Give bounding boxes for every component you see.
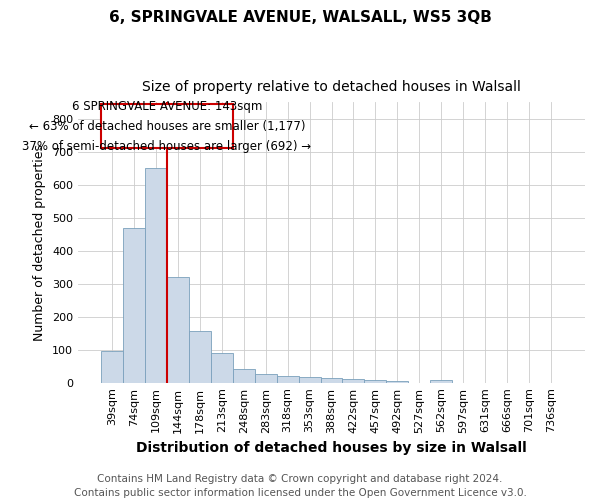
X-axis label: Distribution of detached houses by size in Walsall: Distribution of detached houses by size … <box>136 441 527 455</box>
Bar <box>101 104 233 148</box>
Bar <box>277 376 299 382</box>
Bar <box>386 381 409 382</box>
Bar <box>123 228 145 382</box>
Bar <box>299 377 320 382</box>
Bar <box>364 380 386 382</box>
Text: 6 SPRINGVALE AVENUE: 143sqm
← 63% of detached houses are smaller (1,177)
37% of : 6 SPRINGVALE AVENUE: 143sqm ← 63% of det… <box>22 100 311 152</box>
Bar <box>145 168 167 382</box>
Bar <box>167 277 189 382</box>
Bar <box>101 352 123 382</box>
Bar <box>233 369 255 382</box>
Title: Size of property relative to detached houses in Walsall: Size of property relative to detached ho… <box>142 80 521 94</box>
Bar <box>255 374 277 382</box>
Y-axis label: Number of detached properties: Number of detached properties <box>34 144 46 341</box>
Bar <box>343 378 364 382</box>
Text: Contains HM Land Registry data © Crown copyright and database right 2024.
Contai: Contains HM Land Registry data © Crown c… <box>74 474 526 498</box>
Bar <box>320 378 343 382</box>
Bar <box>211 353 233 382</box>
Bar <box>430 380 452 382</box>
Bar <box>189 331 211 382</box>
Text: 6, SPRINGVALE AVENUE, WALSALL, WS5 3QB: 6, SPRINGVALE AVENUE, WALSALL, WS5 3QB <box>109 10 491 25</box>
